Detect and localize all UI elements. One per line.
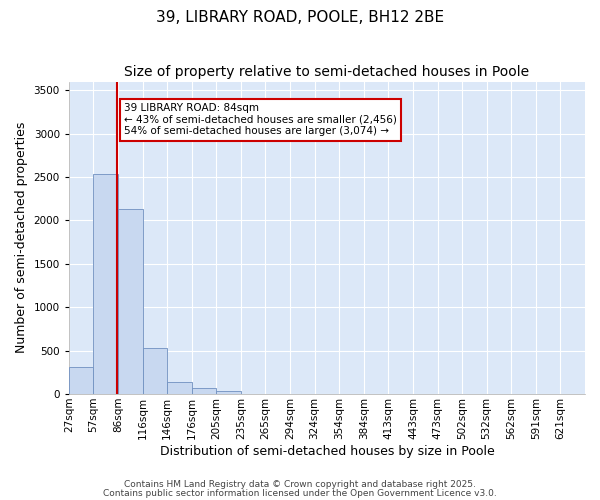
Bar bbox=[94, 174, 118, 394]
Bar bbox=[143, 348, 167, 394]
X-axis label: Distribution of semi-detached houses by size in Poole: Distribution of semi-detached houses by … bbox=[160, 444, 494, 458]
Title: Size of property relative to semi-detached houses in Poole: Size of property relative to semi-detach… bbox=[124, 65, 529, 79]
Text: 39, LIBRARY ROAD, POOLE, BH12 2BE: 39, LIBRARY ROAD, POOLE, BH12 2BE bbox=[156, 10, 444, 25]
Bar bbox=[69, 367, 94, 394]
Y-axis label: Number of semi-detached properties: Number of semi-detached properties bbox=[15, 122, 28, 354]
Text: Contains public sector information licensed under the Open Government Licence v3: Contains public sector information licen… bbox=[103, 488, 497, 498]
Text: 39 LIBRARY ROAD: 84sqm
← 43% of semi-detached houses are smaller (2,456)
54% of : 39 LIBRARY ROAD: 84sqm ← 43% of semi-det… bbox=[124, 104, 397, 136]
Bar bbox=[192, 388, 217, 394]
Bar bbox=[167, 382, 192, 394]
Bar bbox=[118, 209, 143, 394]
Bar bbox=[217, 390, 241, 394]
Text: Contains HM Land Registry data © Crown copyright and database right 2025.: Contains HM Land Registry data © Crown c… bbox=[124, 480, 476, 489]
